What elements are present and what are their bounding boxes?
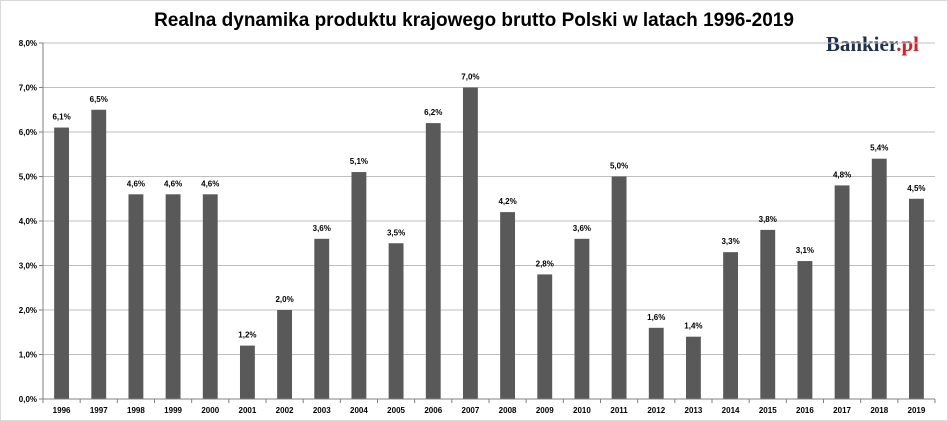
bar-2010	[574, 238, 590, 399]
x-tick-label-2016: 2016	[796, 406, 814, 415]
x-tick-label-2006: 2006	[424, 406, 442, 415]
bar-2009	[537, 274, 553, 399]
data-label-2010: 3,6%	[573, 224, 591, 233]
bars	[54, 87, 924, 400]
bar-2007	[462, 87, 478, 399]
y-tick-label: 7,0%	[19, 84, 37, 93]
x-tick-label-2005: 2005	[387, 406, 405, 415]
y-tick-label: 6,0%	[19, 128, 37, 137]
bar-1999	[165, 194, 181, 399]
y-tick-label: 2,0%	[19, 306, 37, 315]
bar-2011	[611, 176, 627, 399]
data-label-2003: 3,6%	[313, 224, 331, 233]
bar-2014	[723, 252, 739, 399]
logo-main-text: Bankier	[826, 32, 898, 56]
data-label-2007: 7,0%	[461, 73, 479, 82]
gridlines	[43, 42, 935, 355]
data-label-2014: 3,3%	[721, 237, 739, 246]
bar-2000	[202, 194, 218, 399]
bar-2012	[648, 327, 664, 399]
x-tick-label-2014: 2014	[722, 406, 740, 415]
x-tick-label-1996: 1996	[53, 406, 71, 415]
x-tick-label-2013: 2013	[685, 406, 703, 415]
data-label-2005: 3,5%	[387, 228, 405, 237]
data-label-2013: 1,4%	[684, 322, 702, 331]
bar-2008	[500, 212, 516, 399]
data-label-2012: 1,6%	[647, 313, 665, 322]
bar-1997	[91, 109, 107, 399]
x-tick-label-2011: 2011	[610, 406, 628, 415]
bankier-logo: Bankier.pl	[826, 32, 919, 56]
data-labels: 6,1% 6,5% 4,6% 4,6% 4,6% 1,2% 2,0% 3,6% 5,1% 3,5%…	[52, 73, 925, 340]
data-label-2017: 4,8%	[833, 170, 851, 179]
x-tick-label-2009: 2009	[536, 406, 554, 415]
data-label-1998: 4,6%	[127, 179, 145, 188]
bar-2016	[797, 261, 813, 399]
data-label-2001: 1,2%	[238, 331, 256, 340]
data-label-2011: 5,0%	[610, 162, 628, 171]
x-tick-label-1997: 1997	[90, 406, 108, 415]
y-tick-label: 3,0%	[19, 262, 37, 271]
x-tick-label-1999: 1999	[164, 406, 182, 415]
bar-2017	[834, 185, 850, 399]
bar-2005	[388, 243, 404, 399]
data-label-1996: 6,1%	[52, 113, 70, 122]
data-label-2018: 5,4%	[870, 144, 888, 153]
bar-2003	[314, 238, 330, 399]
data-label-2019: 4,5%	[907, 184, 925, 193]
data-label-2000: 4,6%	[201, 179, 219, 188]
bar-2019	[908, 198, 924, 399]
data-label-2009: 2,8%	[536, 259, 554, 268]
bar-2001	[239, 345, 255, 399]
x-axis: 1996 1997 1998 1999 2000 2001 2002 2003 2004 2005…	[42, 398, 936, 415]
bar-1998	[128, 194, 144, 399]
bar-2004	[351, 172, 367, 399]
logo-dot-text: .pl	[896, 32, 919, 56]
bar-2002	[277, 310, 293, 399]
y-tick-label: 8,0%	[19, 39, 37, 48]
data-label-1999: 4,6%	[164, 179, 182, 188]
bar-2006	[425, 123, 441, 399]
x-tick-label-2018: 2018	[870, 406, 888, 415]
chart-title: Realna dynamika produktu krajowego brutt…	[154, 10, 794, 31]
x-tick-label-2000: 2000	[201, 406, 219, 415]
data-label-1997: 6,5%	[90, 95, 108, 104]
x-tick-label-1998: 1998	[127, 406, 145, 415]
x-tick-label-2007: 2007	[462, 406, 480, 415]
x-tick-label-2010: 2010	[573, 406, 591, 415]
data-label-2006: 6,2%	[424, 108, 442, 117]
x-tick-label-2001: 2001	[239, 406, 257, 415]
x-tick-label-2002: 2002	[276, 406, 294, 415]
y-tick-label: 1,0%	[19, 351, 37, 360]
x-tick-label-2004: 2004	[350, 406, 368, 415]
y-tick-label: 5,0%	[19, 173, 37, 182]
bar-1996	[54, 127, 70, 400]
data-label-2008: 4,2%	[498, 197, 516, 206]
y-axis: 0,0% 1,0% 2,0% 3,0% 4,0% 5,0% 6,0% 7,0% 8,0%	[19, 39, 44, 404]
data-label-2002: 2,0%	[275, 295, 293, 304]
x-tick-label-2003: 2003	[313, 406, 331, 415]
bar-2015	[760, 229, 776, 399]
data-label-2015: 3,8%	[759, 215, 777, 224]
y-tick-label: 0,0%	[19, 395, 37, 404]
data-label-2016: 3,1%	[796, 246, 814, 255]
x-tick-label-2017: 2017	[833, 406, 851, 415]
x-tick-label-2015: 2015	[759, 406, 777, 415]
x-tick-label-2012: 2012	[647, 406, 665, 415]
y-tick-label: 4,0%	[19, 217, 37, 226]
x-tick-label-2019: 2019	[908, 406, 926, 415]
bar-2018	[871, 158, 887, 399]
data-label-2004: 5,1%	[350, 157, 368, 166]
bar-2013	[685, 336, 701, 399]
x-tick-label-2008: 2008	[499, 406, 517, 415]
